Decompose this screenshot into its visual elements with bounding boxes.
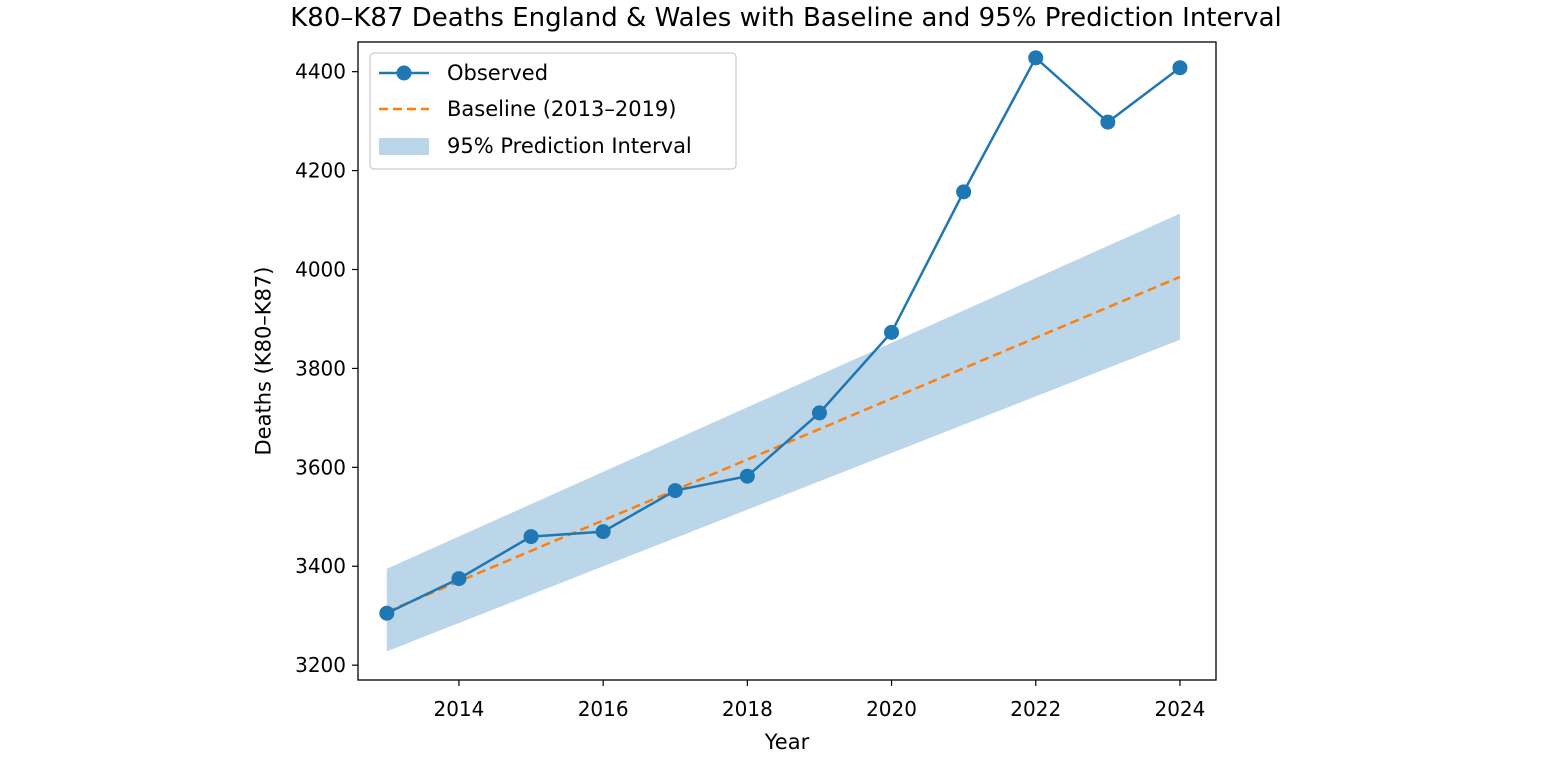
y-tick-label: 4200 (295, 159, 346, 183)
legend-observed-marker-icon (396, 65, 412, 81)
observed-point-2023 (1100, 114, 1116, 130)
chart-title: K80–K87 Deaths England & Wales with Base… (290, 3, 1281, 33)
observed-point-2014 (451, 571, 467, 587)
x-tick-label: 2022 (1010, 697, 1061, 721)
baseline-layer (386, 275, 1181, 613)
observed-point-2018 (739, 468, 755, 484)
prediction-interval-band (386, 213, 1180, 652)
legend-interval-label: 95% Prediction Interval (447, 134, 692, 158)
plot-frame (357, 41, 1217, 681)
observed-point-2016 (595, 524, 611, 540)
x-tick-label: 2014 (433, 697, 484, 721)
x-axis-label: Year (764, 730, 810, 754)
observed-line (386, 55, 1181, 615)
observed-point-2017 (667, 483, 683, 499)
observed-point-2019 (811, 405, 827, 421)
legend-interval-swatch-icon (379, 138, 429, 155)
y-tick-label: 3400 (295, 554, 346, 578)
observed-point-2024 (1172, 60, 1188, 76)
x-tick-label: 2020 (866, 697, 917, 721)
y-tick-label: 3800 (295, 356, 346, 380)
y-tick-label: 3600 (295, 455, 346, 479)
x-tick-label: 2016 (578, 697, 629, 721)
y-tick-label: 3200 (295, 653, 346, 677)
baseline-line (386, 275, 1181, 613)
legend: Observed Baseline (2013–2019) 95% Predic… (369, 52, 737, 170)
legend-observed-label: Observed (447, 61, 548, 85)
x-tick-label: 2024 (1154, 697, 1205, 721)
observed-point-2022 (1028, 50, 1044, 66)
observed-layer (379, 50, 1188, 621)
x-tick-label: 2018 (722, 697, 773, 721)
y-axis-label: Deaths (K80–K87) (251, 267, 275, 456)
y-tick-label: 4000 (295, 258, 346, 282)
y-tick-label: 4400 (295, 60, 346, 84)
legend-box (369, 52, 737, 170)
x-axis-ticks: 2014 2016 2018 2020 2022 2024 (433, 680, 1205, 721)
observed-point-2021 (956, 184, 972, 200)
legend-baseline-label: Baseline (2013–2019) (447, 97, 676, 121)
y-axis-ticks: 3200 3400 3600 3800 4000 4200 4400 (295, 60, 358, 677)
prediction-band-layer (386, 213, 1180, 652)
observed-point-2020 (884, 324, 900, 340)
observed-point-2015 (523, 529, 539, 545)
observed-point-2013 (379, 605, 395, 621)
